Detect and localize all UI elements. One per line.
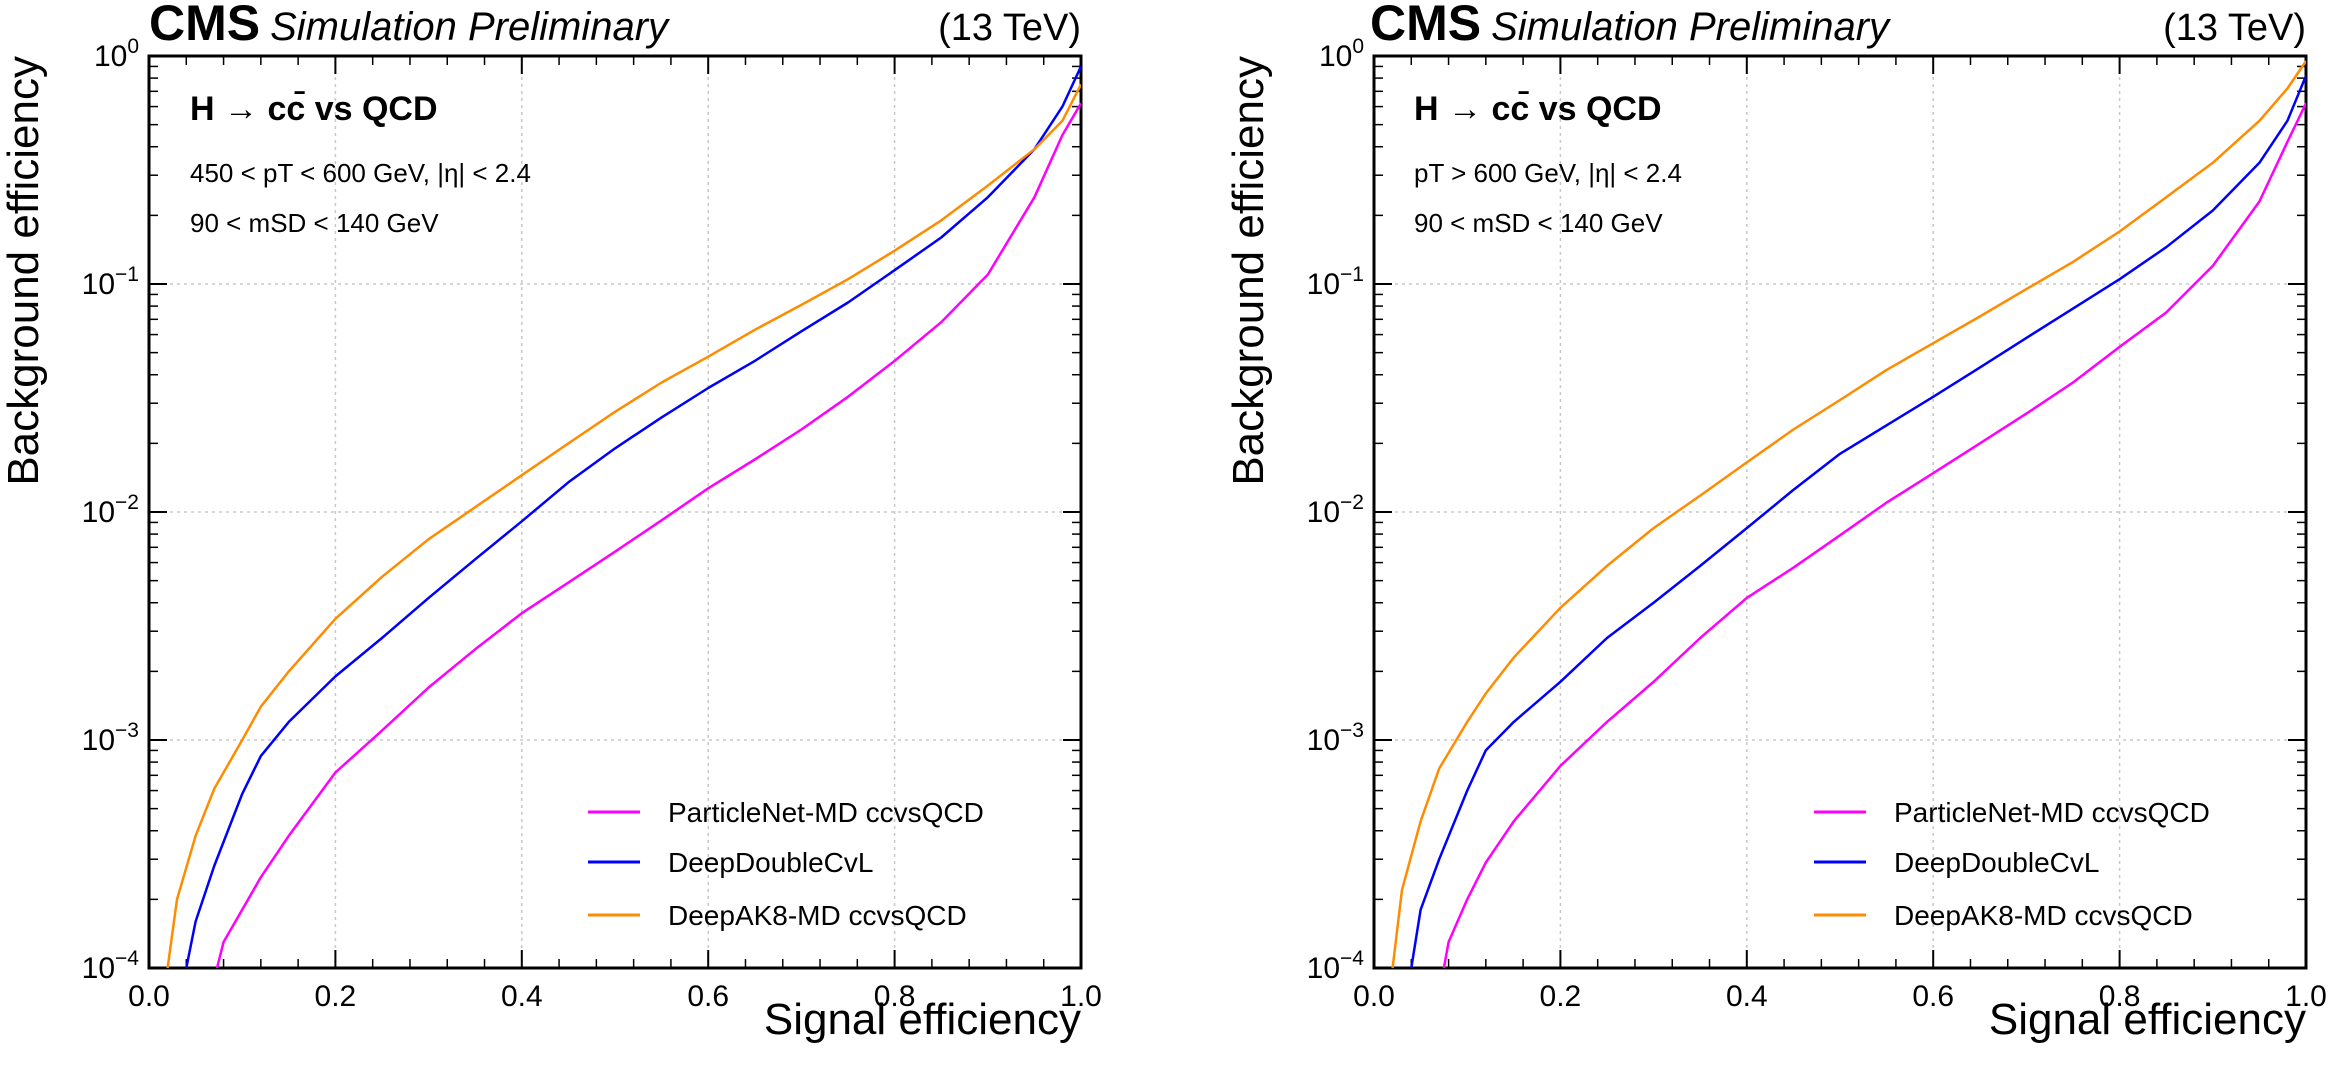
energy-label: (13 TeV) — [2163, 7, 2306, 49]
x-tick-label: 0.8 — [2099, 980, 2141, 1013]
process-label: H → cc̄ vs QCD — [1414, 90, 1662, 128]
grid-lines — [149, 56, 1081, 968]
y-tick-label: 10−4 — [82, 947, 140, 985]
kinematic-cut-msd: 90 < mSD < 140 GeV — [190, 208, 439, 238]
x-axis-title: Signal efficiency — [1989, 995, 2306, 1044]
x-tick-label: 0.2 — [1540, 980, 1582, 1013]
x-tick-label: 0.4 — [1726, 980, 1768, 1013]
x-tick-label: 0.0 — [1353, 980, 1395, 1013]
series-line-particlenet — [1442, 102, 2306, 968]
x-tick-label: 1.0 — [2285, 980, 2327, 1013]
process-label: H → cc̄ vs QCD — [190, 90, 438, 128]
legend-label-deepak8: DeepAK8-MD ccvsQCD — [1894, 900, 2193, 931]
x-tick-label: 0.2 — [315, 980, 357, 1013]
y-tick-label: 100 — [1319, 35, 1364, 73]
axis-ticks: 0.0 0.2 0.4 0.6 0.8 1.0 10−4 10−3 10−2 10−1 100 — [82, 35, 1102, 1013]
header-line: CMS Simulation Preliminary — [149, 0, 671, 51]
chart-panel-right: 0.0 0.2 0.4 0.6 0.8 1.0 10−4 10−3 10−2 10−1 100 CM… — [1224, 0, 2327, 1044]
energy-label: (13 TeV) — [938, 7, 1081, 49]
grid-lines — [1374, 56, 2306, 968]
legend: ParticleNet-MD ccvsQCD DeepDoubleCvL Dee… — [1814, 797, 2210, 931]
x-tick-label: 0.0 — [128, 980, 170, 1013]
series-lines — [1391, 60, 2306, 968]
legend-label-deepak8: DeepAK8-MD ccvsQCD — [668, 900, 967, 931]
y-tick-label: 10−2 — [1307, 491, 1364, 529]
kinematic-cut-msd: 90 < mSD < 140 GeV — [1414, 208, 1663, 238]
x-tick-label: 0.8 — [874, 980, 916, 1013]
x-axis-title: Signal efficiency — [764, 995, 1081, 1044]
legend-label-deepdoublecvl: DeepDoubleCvL — [1894, 847, 2099, 878]
x-tick-label: 0.4 — [501, 980, 543, 1013]
y-tick-label: 10−1 — [1307, 263, 1364, 301]
y-tick-label: 10−1 — [82, 263, 139, 301]
status-label: Simulation Preliminary — [270, 5, 671, 49]
experiment-label: CMS — [149, 0, 260, 51]
header-line: CMS Simulation Preliminary — [1370, 0, 1892, 51]
series-line-deepdoublecvl — [185, 65, 1081, 968]
series-line-deepdoublecvl — [1410, 75, 2306, 968]
x-tick-label: 0.6 — [687, 980, 729, 1013]
series-line-deepak8 — [166, 83, 1081, 968]
y-tick-label: 10−4 — [1307, 947, 1365, 985]
series-line-deepak8 — [1391, 60, 2306, 968]
status-label: Simulation Preliminary — [1491, 5, 1892, 49]
chart-panel-left: 0.0 0.2 0.4 0.6 0.8 1.0 10−4 10−3 10−2 10−1 100 CM… — [0, 0, 1102, 1044]
y-axis-title: Background efficiency — [0, 56, 48, 486]
kinematic-cut-pt: pT > 600 GeV, |η| < 2.4 — [1414, 158, 1682, 188]
y-tick-label: 10−3 — [82, 719, 139, 757]
y-tick-label: 100 — [94, 35, 139, 73]
legend-label-particlenet: ParticleNet-MD ccvsQCD — [668, 797, 984, 828]
x-tick-label: 1.0 — [1060, 980, 1102, 1013]
y-tick-label: 10−2 — [82, 491, 139, 529]
legend: ParticleNet-MD ccvsQCD DeepDoubleCvL Dee… — [588, 797, 984, 931]
axis-ticks: 0.0 0.2 0.4 0.6 0.8 1.0 10−4 10−3 10−2 10−1 100 — [1307, 35, 2327, 1013]
legend-label-deepdoublecvl: DeepDoubleCvL — [668, 847, 873, 878]
x-tick-label: 0.6 — [1912, 980, 1954, 1013]
experiment-label: CMS — [1370, 0, 1481, 51]
series-line-particlenet — [215, 102, 1081, 968]
y-axis-title: Background efficiency — [1224, 56, 1273, 486]
series-lines — [166, 65, 1081, 968]
legend-label-particlenet: ParticleNet-MD ccvsQCD — [1894, 797, 2210, 828]
kinematic-cut-pt: 450 < pT < 600 GeV, |η| < 2.4 — [190, 158, 531, 188]
y-tick-label: 10−3 — [1307, 719, 1364, 757]
